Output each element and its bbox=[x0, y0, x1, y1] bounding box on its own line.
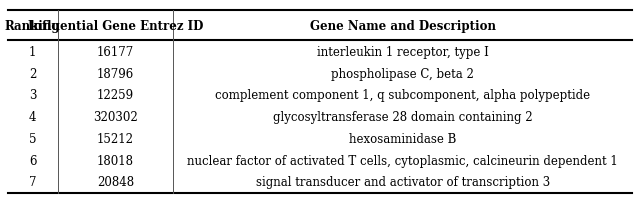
Text: glycosyltransferase 28 domain containing 2: glycosyltransferase 28 domain containing… bbox=[273, 111, 532, 123]
Text: Influential Gene Entrez ID: Influential Gene Entrez ID bbox=[28, 20, 203, 33]
Text: 15212: 15212 bbox=[97, 132, 134, 145]
Text: 320302: 320302 bbox=[93, 111, 138, 123]
Text: 12259: 12259 bbox=[97, 89, 134, 102]
Text: interleukin 1 receptor, type I: interleukin 1 receptor, type I bbox=[317, 45, 489, 59]
Text: 4: 4 bbox=[29, 111, 36, 123]
Text: signal transducer and activator of transcription 3: signal transducer and activator of trans… bbox=[255, 175, 550, 188]
Text: 3: 3 bbox=[29, 89, 36, 102]
Text: 1: 1 bbox=[29, 45, 36, 59]
Text: complement component 1, q subcomponent, alpha polypeptide: complement component 1, q subcomponent, … bbox=[215, 89, 590, 102]
Text: hexosaminidase B: hexosaminidase B bbox=[349, 132, 456, 145]
Text: nuclear factor of activated T cells, cytoplasmic, calcineurin dependent 1: nuclear factor of activated T cells, cyt… bbox=[188, 154, 618, 167]
Text: 6: 6 bbox=[29, 154, 36, 167]
Text: 18796: 18796 bbox=[97, 67, 134, 80]
Text: Gene Name and Description: Gene Name and Description bbox=[310, 20, 496, 33]
Text: 18018: 18018 bbox=[97, 154, 134, 167]
Text: Ranking: Ranking bbox=[5, 20, 60, 33]
Text: 5: 5 bbox=[29, 132, 36, 145]
Text: 7: 7 bbox=[29, 175, 36, 188]
Text: phospholipase C, beta 2: phospholipase C, beta 2 bbox=[332, 67, 474, 80]
Text: 16177: 16177 bbox=[97, 45, 134, 59]
Text: 20848: 20848 bbox=[97, 175, 134, 188]
Text: 2: 2 bbox=[29, 67, 36, 80]
